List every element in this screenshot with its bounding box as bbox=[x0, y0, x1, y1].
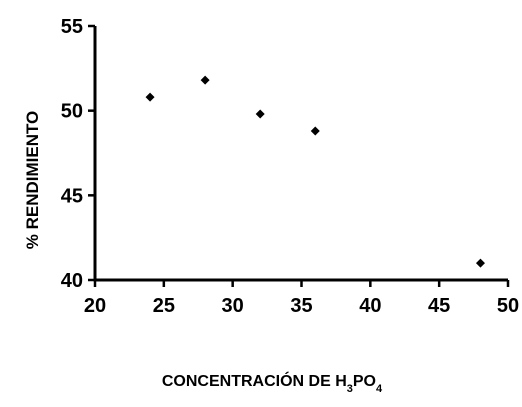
x-axis-title-main: CONCENTRACIÓN DE H bbox=[162, 371, 347, 390]
y-axis-title: % RENDIMIENTO bbox=[23, 111, 42, 250]
y-tick-label-55: 55 bbox=[61, 16, 83, 38]
tick-marks bbox=[88, 24, 510, 287]
x-tick-label-50: 50 bbox=[497, 295, 519, 317]
y-tick-label-40: 40 bbox=[61, 270, 83, 292]
data-point-0-1 bbox=[200, 75, 210, 85]
x-axis-title-middle: PO bbox=[353, 373, 376, 390]
y-tick-label-45: 45 bbox=[61, 185, 83, 207]
tick-labels: 40 45 50 55 20 25 30 35 40 45 50 bbox=[61, 16, 519, 317]
x-tick-label-40: 40 bbox=[359, 295, 381, 317]
data-point-0-3 bbox=[310, 126, 320, 136]
axes bbox=[93, 26, 508, 282]
x-tick-label-25: 25 bbox=[153, 295, 175, 317]
data-point-0-2 bbox=[255, 109, 265, 119]
y-tick-label-50: 50 bbox=[61, 101, 83, 123]
x-axis-title-subscript-1: 3 bbox=[347, 383, 353, 395]
x-tick-label-35: 35 bbox=[290, 295, 312, 317]
x-axis-title-subscript-2: 4 bbox=[376, 383, 383, 395]
data-point-0-4 bbox=[475, 258, 485, 268]
x-axis-title: CONCENTRACIÓN DE H3PO4 bbox=[162, 371, 383, 395]
x-tick-label-45: 45 bbox=[428, 295, 450, 317]
data-point-0-0 bbox=[145, 92, 155, 102]
x-tick-label-20: 20 bbox=[84, 295, 106, 317]
x-tick-label-30: 30 bbox=[222, 295, 244, 317]
data-points bbox=[145, 75, 485, 268]
